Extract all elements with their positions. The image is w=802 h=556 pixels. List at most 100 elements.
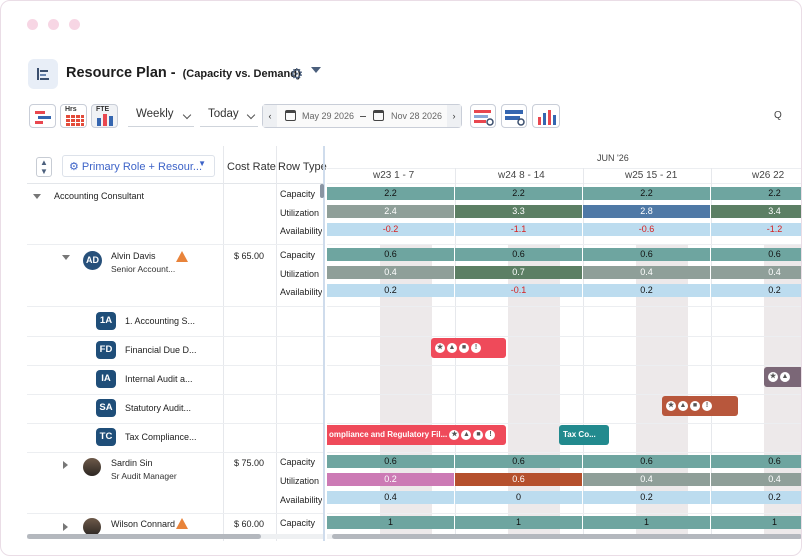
project-name[interactable]: Internal Audit a... bbox=[125, 374, 193, 384]
collapse-icon[interactable] bbox=[62, 255, 70, 260]
gantt-view-button[interactable] bbox=[29, 104, 56, 128]
pane-splitter[interactable] bbox=[323, 146, 325, 541]
project-name[interactable]: Statutory Audit... bbox=[125, 403, 192, 413]
capacity-cell[interactable]: 0.6 bbox=[327, 455, 454, 468]
demand-settings-button[interactable] bbox=[501, 104, 527, 128]
availability-cell[interactable]: 0.2 bbox=[583, 284, 710, 297]
capacity-cell[interactable]: 1 bbox=[583, 516, 710, 529]
resource-name[interactable]: Alvin Davis bbox=[111, 251, 156, 261]
role-row[interactable]: Accounting Consultant Capacity Utilizati… bbox=[27, 184, 323, 244]
minimize-dot[interactable] bbox=[48, 19, 59, 30]
timeline-scrollbar[interactable] bbox=[332, 534, 801, 539]
date-range-picker[interactable]: ‹ May 29 2026 Nov 28 2026 › bbox=[262, 104, 462, 128]
splitter-handle[interactable] bbox=[320, 184, 324, 198]
utilization-cell[interactable]: 3.3 bbox=[455, 205, 582, 218]
utilization-cell[interactable]: 0.4 bbox=[711, 266, 801, 279]
fte-view-button[interactable]: FTE bbox=[91, 104, 118, 128]
chevron-down-icon[interactable] bbox=[311, 67, 321, 73]
row-divider bbox=[27, 365, 323, 366]
project-name[interactable]: Tax Compliance... bbox=[125, 432, 197, 442]
utilization-cell[interactable]: 0.4 bbox=[327, 266, 454, 279]
view-period-select[interactable]: Weekly bbox=[128, 103, 194, 127]
project-name[interactable]: Financial Due D... bbox=[125, 345, 197, 355]
hours-label: Hrs bbox=[65, 106, 77, 113]
availability-cell[interactable]: -1.1 bbox=[455, 223, 582, 236]
availability-cell[interactable]: -0.6 bbox=[583, 223, 710, 236]
availability-cell[interactable]: 0 bbox=[455, 491, 582, 504]
utilization-cell[interactable]: 0.6 bbox=[455, 473, 582, 486]
capacity-cell[interactable]: 1 bbox=[455, 516, 582, 529]
task-bar[interactable]: ★ ▲ ■! bbox=[431, 338, 506, 358]
warning-icon[interactable] bbox=[176, 518, 188, 529]
task-bar[interactable]: Tax Co... bbox=[559, 425, 609, 445]
capacity-cell[interactable]: 0.6 bbox=[455, 248, 582, 261]
end-date[interactable]: Nov 28 2026 bbox=[391, 111, 443, 121]
close-dot[interactable] bbox=[27, 19, 38, 30]
utilization-cell[interactable]: 0.2 bbox=[327, 473, 454, 486]
availability-cell[interactable]: 0.2 bbox=[327, 284, 454, 297]
maximize-dot[interactable] bbox=[69, 19, 80, 30]
utilization-cell[interactable]: 2.4 bbox=[327, 205, 454, 218]
resource-name[interactable]: Sardin Sin bbox=[111, 458, 153, 468]
left-scrollbar[interactable] bbox=[27, 534, 261, 539]
group-by-select[interactable]: ⚙ Primary Role + Resour... ▼ bbox=[62, 155, 215, 177]
capacity-cell[interactable]: 2.2 bbox=[455, 187, 582, 200]
availability-cell[interactable]: 0.2 bbox=[711, 491, 801, 504]
kpi-button[interactable] bbox=[532, 104, 560, 128]
search-icon[interactable]: Q bbox=[774, 110, 782, 121]
capacity-cell[interactable]: 2.2 bbox=[583, 187, 710, 200]
capacity-cell[interactable]: 0.6 bbox=[583, 455, 710, 468]
utilization-cell[interactable]: 0.4 bbox=[583, 266, 710, 279]
capacity-cell[interactable]: 1 bbox=[711, 516, 801, 529]
utilization-cell[interactable]: 0.4 bbox=[583, 473, 710, 486]
resource-row-sardin[interactable]: Sardin Sin Sr Audit Manager $ 75.00 Capa… bbox=[27, 453, 323, 513]
availability-cell[interactable]: -0.1 bbox=[455, 284, 582, 297]
project-badge: TC bbox=[96, 428, 116, 446]
capacity-cell[interactable]: 1 bbox=[327, 516, 454, 529]
task-bar[interactable]: ★ ▲ bbox=[764, 367, 801, 387]
warning-icon[interactable] bbox=[176, 251, 188, 262]
capacity-cell[interactable]: 0.6 bbox=[455, 455, 582, 468]
today-select[interactable]: Today bbox=[200, 103, 258, 127]
expand-icon[interactable] bbox=[63, 461, 68, 469]
hours-view-button[interactable]: Hrs bbox=[60, 104, 87, 128]
project-name[interactable]: 1. Accounting S... bbox=[125, 316, 196, 326]
availability-cell[interactable]: 0.2 bbox=[711, 284, 801, 297]
capacity-cell[interactable]: 0.6 bbox=[711, 248, 801, 261]
collapse-icon[interactable] bbox=[33, 194, 41, 199]
resource-name[interactable]: Wilson Connard bbox=[111, 519, 176, 529]
capacity-cell[interactable]: 0.6 bbox=[327, 248, 454, 261]
utilization-cell[interactable]: 2.8 bbox=[583, 205, 710, 218]
project-row[interactable]: 1A 1. Accounting S... bbox=[27, 307, 323, 336]
project-row[interactable]: IA Internal Audit a... bbox=[27, 365, 323, 394]
availability-cell[interactable]: -1.2 bbox=[711, 223, 801, 236]
expand-icon[interactable] bbox=[63, 523, 68, 531]
project-row[interactable]: TC Tax Compliance... bbox=[27, 423, 323, 452]
resource-row-alvin[interactable]: AD Alvin Davis Senior Account... $ 65.00… bbox=[27, 245, 323, 306]
resource-row-wilson[interactable]: Wilson Connard $ 60.00 Capacity bbox=[27, 514, 323, 541]
capacity-cell[interactable]: 0.6 bbox=[711, 455, 801, 468]
utilization-cell[interactable]: 0.4 bbox=[711, 473, 801, 486]
availability-cell[interactable]: 0.2 bbox=[583, 491, 710, 504]
task-bar[interactable]: ompliance and Regulatory Fil... ★ ▲ ■! bbox=[327, 425, 506, 445]
gear-icon[interactable]: ⚙ bbox=[290, 66, 304, 83]
page-title: Resource Plan - (Capacity vs. Demand) bbox=[66, 65, 301, 81]
capacity-cell[interactable]: 2.2 bbox=[327, 187, 454, 200]
utilization-cell[interactable]: 0.7 bbox=[455, 266, 582, 279]
next-range-button[interactable]: › bbox=[447, 105, 461, 127]
row-type-header[interactable]: Row Type bbox=[278, 161, 327, 173]
project-row[interactable]: FD Financial Due D... bbox=[27, 336, 323, 365]
availability-cell[interactable]: -0.2 bbox=[327, 223, 454, 236]
capacity-settings-button[interactable] bbox=[470, 104, 496, 128]
task-bar[interactable]: ★ ▲ ■! bbox=[662, 396, 738, 416]
capacity-cell[interactable]: 0.6 bbox=[583, 248, 710, 261]
availability-cell[interactable]: 0.4 bbox=[327, 491, 454, 504]
start-date[interactable]: May 29 2026 bbox=[302, 111, 355, 121]
capacity-cell[interactable]: 2.2 bbox=[711, 187, 801, 200]
cost-rate-header[interactable]: Cost Rate bbox=[227, 161, 276, 173]
prev-range-button[interactable]: ‹ bbox=[263, 105, 277, 127]
utilization-cell[interactable]: 3.4 bbox=[711, 205, 801, 218]
project-row[interactable]: SA Statutory Audit... bbox=[27, 394, 323, 423]
row-type-utilization: Utilization bbox=[280, 208, 320, 218]
sort-icon[interactable]: ▲ ▼ bbox=[36, 157, 52, 177]
